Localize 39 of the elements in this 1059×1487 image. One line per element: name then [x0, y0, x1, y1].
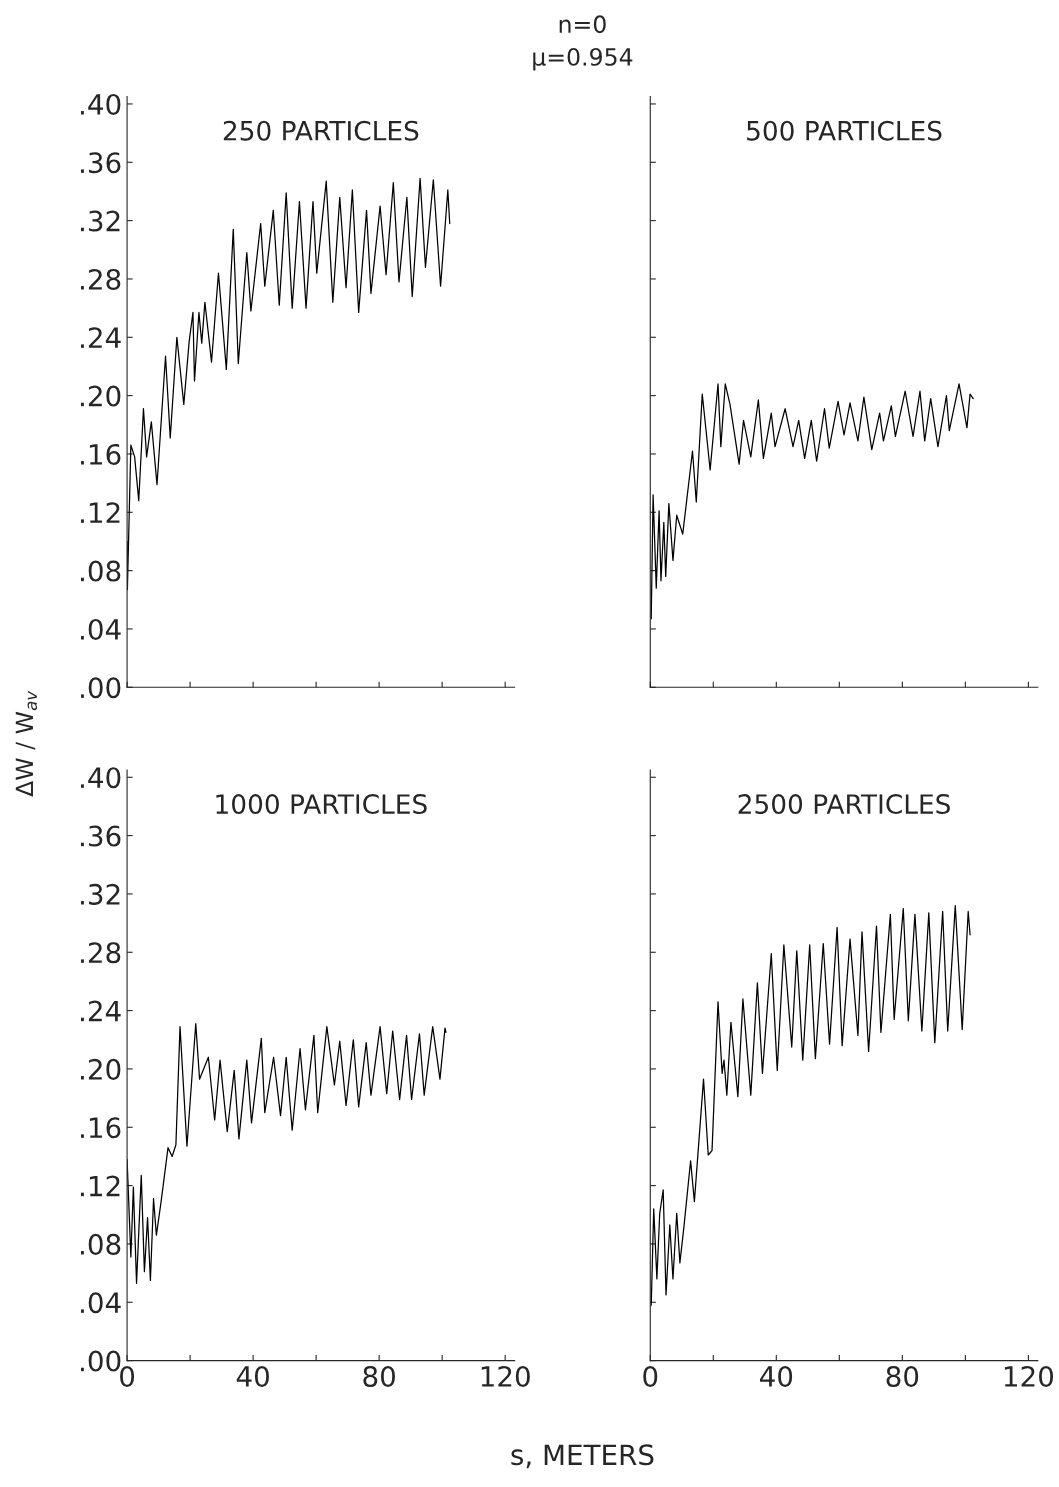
y-tick-label: .00 — [81, 1350, 121, 1372]
y-tick-label: .40 — [81, 767, 121, 789]
y-tick-label: .24 — [81, 1000, 121, 1022]
x-tick-label: 120 — [1004, 1365, 1054, 1387]
x-tick-label: 40 — [236, 1365, 269, 1387]
x-tick-label: 120 — [481, 1365, 530, 1387]
y-tick-label: .12 — [81, 1175, 120, 1197]
y-tick-label: .32 — [81, 883, 120, 905]
x-tick-label: 80 — [363, 1365, 395, 1387]
y-tick-label: .08 — [81, 560, 121, 582]
x-tick-label: 80 — [886, 1365, 919, 1387]
y-tick-label: .36 — [81, 825, 121, 847]
y-axis-title: ΔW / W$_{av}$ — [15, 690, 38, 797]
x-tick-label: 40 — [759, 1365, 793, 1387]
x-axis-title: s, METERS — [511, 1444, 654, 1469]
y-tick-label: .24 — [81, 327, 121, 348]
y-tick-label: .16 — [81, 1117, 121, 1139]
text: μ=0.954 — [533, 48, 633, 71]
y-tick-label: .08 — [81, 1233, 121, 1255]
text: 1000 PARTICLES — [216, 794, 427, 815]
y-tick-label: .04 — [81, 1292, 121, 1314]
text: 250 PARTICLES — [223, 120, 419, 141]
y-tick-label: .16 — [81, 443, 121, 465]
y-tick-label: .36 — [81, 152, 121, 174]
y-tick-label: .32 — [81, 210, 120, 232]
text: 500 PARTICLES — [747, 120, 942, 141]
line-series — [127, 1023, 447, 1284]
text: 2500 PARTICLES — [738, 794, 950, 815]
x-tick-label: 0 — [120, 1365, 135, 1387]
x-tick-label: 0 — [643, 1365, 658, 1387]
text: n=0 — [559, 15, 606, 34]
y-tick-label: .20 — [81, 1058, 121, 1080]
y-tick-label: .40 — [81, 93, 121, 115]
y-tick-label: .28 — [81, 268, 121, 290]
y-tick-label: .00 — [81, 677, 121, 699]
y-tick-label: .28 — [81, 942, 121, 964]
y-tick-label: .12 — [81, 502, 120, 523]
y-tick-label: .20 — [81, 385, 121, 407]
y-tick-label: .04 — [81, 618, 121, 640]
